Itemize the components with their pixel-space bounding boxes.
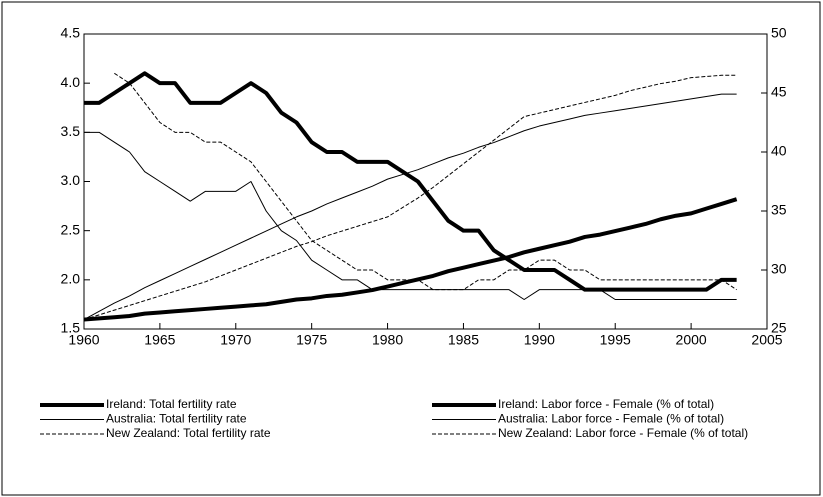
- x-tick-label: 1970: [220, 332, 251, 348]
- y2-tick-label: 40: [771, 143, 787, 159]
- y-tick-label: 2.0: [61, 271, 81, 287]
- x-tick-label: 2000: [676, 332, 707, 348]
- series-line: [84, 71, 737, 292]
- series-line: [114, 72, 737, 291]
- x-tick-label: 1980: [372, 332, 403, 348]
- legend-label: Ireland: Labor force - Female (% of tota…: [498, 397, 714, 411]
- legend-label: Australia: Total fertility rate: [106, 412, 247, 426]
- series-line: [83, 93, 737, 320]
- legend-label: Ireland: Total fertility rate: [106, 397, 237, 411]
- y2-tick-label: 50: [771, 25, 787, 41]
- y2-tick-label: 45: [771, 84, 787, 100]
- x-tick-label: 1985: [448, 332, 479, 348]
- series-line: [83, 74, 737, 321]
- legend-label: Australia: Labor force - Female (% of to…: [498, 412, 724, 426]
- y-tick-label: 4.5: [61, 25, 81, 41]
- y2-tick-label: 25: [771, 320, 787, 336]
- x-tick-label: 2005: [751, 332, 782, 348]
- y2-tick-label: 30: [771, 261, 787, 277]
- y-tick-label: 2.5: [61, 221, 81, 237]
- x-tick-label: 1995: [600, 332, 631, 348]
- legend-label: New Zealand: Labor force - Female (% of …: [498, 426, 748, 440]
- y-tick-label: 4.0: [61, 74, 81, 90]
- y-tick-label: 1.5: [61, 320, 81, 336]
- x-tick-label: 1960: [68, 332, 99, 348]
- x-tick-label: 1965: [144, 332, 175, 348]
- y-tick-label: 3.0: [61, 172, 81, 188]
- x-tick-label: 1975: [296, 332, 327, 348]
- x-tick-label: 1990: [524, 332, 555, 348]
- series-line: [84, 131, 737, 300]
- series-line: [83, 197, 738, 322]
- y-tick-label: 3.5: [61, 123, 81, 139]
- y2-tick-label: 35: [771, 202, 787, 218]
- legend-label: New Zealand: Total fertility rate: [106, 426, 271, 440]
